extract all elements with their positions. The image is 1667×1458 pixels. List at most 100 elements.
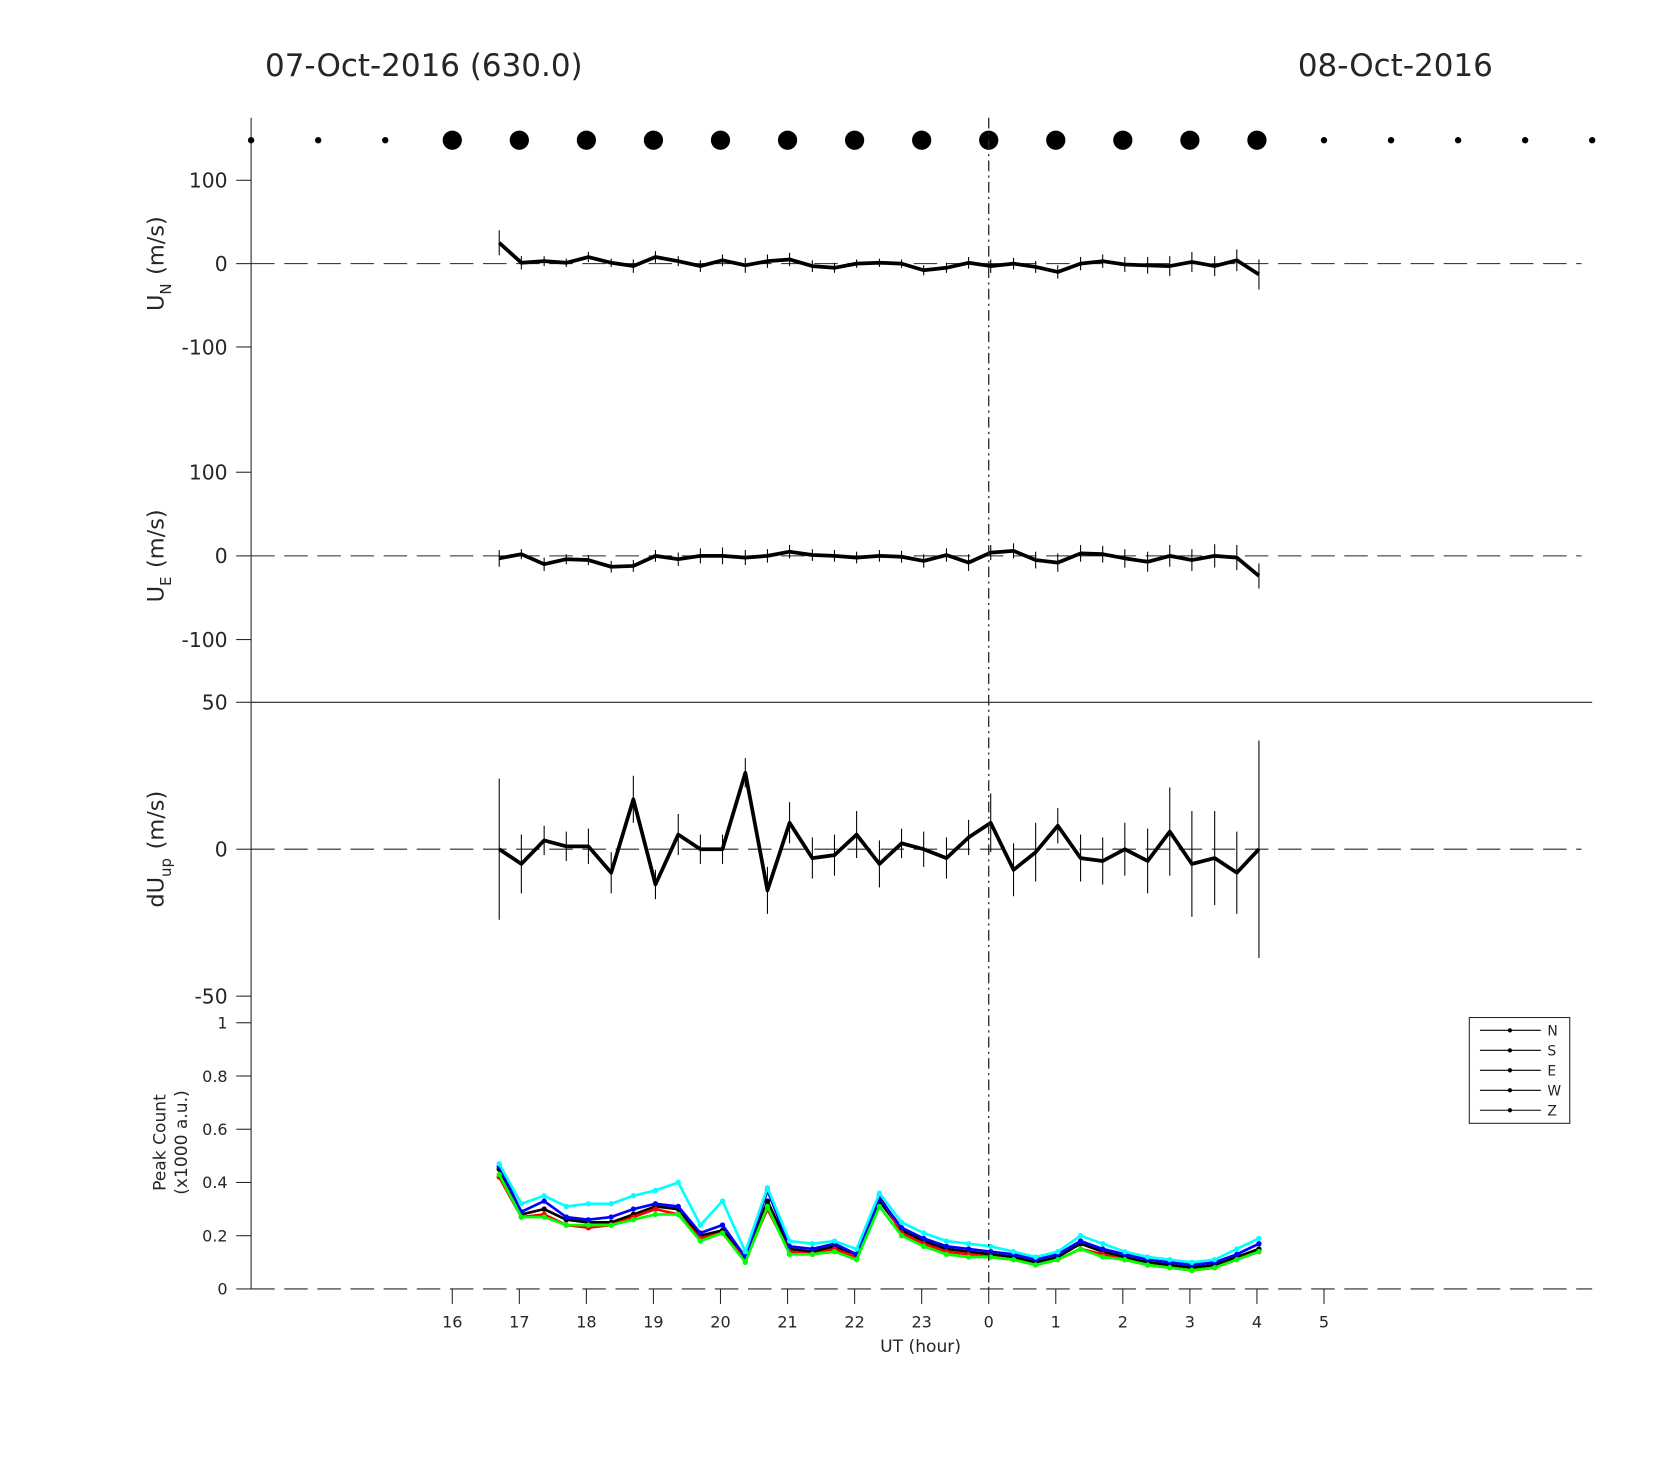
y-tick-label: -100 <box>182 628 228 652</box>
y-label-main: U <box>143 295 169 311</box>
x-tick-label: 22 <box>844 1312 864 1331</box>
series-point <box>1256 1235 1262 1242</box>
series-point <box>965 1241 972 1247</box>
series-point <box>1256 1249 1262 1255</box>
x-tick-label: 0 <box>984 1312 994 1331</box>
series-point <box>853 1246 860 1252</box>
y-tick-label: 0.4 <box>202 1173 227 1192</box>
x-tick-label: 1 <box>1051 1312 1061 1331</box>
series-point <box>898 1219 905 1226</box>
x-tick-label: 23 <box>911 1312 931 1331</box>
series-point <box>1100 1241 1106 1247</box>
y-tick-label: 0.8 <box>202 1067 227 1086</box>
coverage-marker <box>1320 137 1328 144</box>
legend-label: W <box>1547 1084 1561 1100</box>
series-point <box>876 1190 883 1196</box>
series-point <box>1189 1259 1195 1265</box>
series-point <box>719 1198 726 1204</box>
y-tick-label: 0.2 <box>202 1226 227 1245</box>
legend-marker <box>1507 1088 1513 1093</box>
series-point <box>675 1211 681 1218</box>
series-point <box>809 1251 816 1258</box>
series-point <box>563 1222 569 1228</box>
series-point <box>1144 1254 1151 1260</box>
series-point <box>988 1249 994 1255</box>
y-tick-label: 1 <box>217 1014 227 1033</box>
series-point <box>764 1203 771 1210</box>
coverage-marker <box>710 130 731 150</box>
legend-marker <box>1507 1108 1513 1113</box>
series-point <box>1077 1246 1084 1252</box>
series-point <box>675 1179 681 1186</box>
series-point <box>920 1235 927 1242</box>
coverage-marker <box>509 130 529 150</box>
series-point <box>764 1198 771 1204</box>
y-axis-label: UE (m/s) <box>143 509 174 602</box>
y-label-sub: E <box>157 577 175 586</box>
x-tick-label: 3 <box>1185 1312 1195 1331</box>
series-point <box>943 1251 950 1258</box>
series-point <box>541 1193 547 1199</box>
y-tick-label: 0 <box>217 1280 227 1299</box>
series-point <box>1077 1233 1084 1239</box>
series-point <box>496 1161 502 1167</box>
series-point <box>965 1246 972 1252</box>
series-point <box>585 1222 592 1228</box>
coverage-marker <box>314 137 322 144</box>
series-point <box>630 1206 636 1212</box>
series-point <box>608 1222 614 1228</box>
series-point <box>786 1238 793 1244</box>
coverage-marker <box>442 130 462 150</box>
coverage-marker <box>382 137 389 144</box>
series-point <box>1100 1246 1106 1252</box>
series-point <box>853 1256 860 1263</box>
legend-label: Z <box>1547 1104 1557 1120</box>
series-point <box>988 1254 994 1260</box>
coverage-marker <box>912 130 932 150</box>
y-tick-label: 100 <box>189 169 228 193</box>
series-point <box>541 1206 547 1212</box>
series-point <box>675 1203 681 1210</box>
y-label-sub: N <box>157 283 175 294</box>
series-point <box>541 1198 547 1204</box>
coverage-marker <box>247 137 255 144</box>
series-point <box>563 1203 569 1210</box>
title: 07-Oct-2016 (630.0) <box>265 48 583 84</box>
series-point <box>1167 1256 1173 1263</box>
y-tick-label: 0.6 <box>202 1120 227 1139</box>
series-point <box>1144 1262 1151 1268</box>
series-point <box>518 1201 525 1207</box>
series-point <box>1256 1241 1262 1247</box>
x-axis-label: UT (hour) <box>880 1337 961 1357</box>
series-line <box>498 548 1261 578</box>
coverage-marker <box>1387 137 1395 144</box>
y-tick-label: -100 <box>182 335 228 359</box>
y-label-unit: (m/s) <box>143 791 169 850</box>
series-point <box>1234 1246 1240 1252</box>
series-point <box>876 1203 883 1210</box>
y-tick-label: 0 <box>215 544 228 568</box>
y-axis-label: UN (m/s) <box>143 216 174 311</box>
y-tick-label: 50 <box>202 691 228 715</box>
series-point <box>652 1211 659 1218</box>
series-point <box>742 1249 748 1255</box>
series-point <box>1032 1254 1039 1260</box>
series-point <box>898 1225 905 1231</box>
series-point <box>831 1238 838 1244</box>
series-point <box>831 1249 838 1255</box>
coverage-marker <box>1521 137 1529 144</box>
series-line <box>498 770 1261 893</box>
series-point <box>563 1214 569 1220</box>
series-point <box>697 1230 704 1236</box>
series-point <box>920 1243 927 1250</box>
y-tick-label: 0 <box>215 252 228 276</box>
title-right: 08-Oct-2016 <box>1298 48 1493 84</box>
series-point <box>742 1259 748 1265</box>
legend-label: N <box>1547 1024 1557 1040</box>
series-point <box>496 1171 502 1178</box>
series-point <box>988 1243 994 1250</box>
coverage-marker <box>1454 137 1462 144</box>
series-point <box>630 1193 636 1199</box>
series-point <box>764 1185 771 1191</box>
series-point <box>1055 1256 1061 1263</box>
